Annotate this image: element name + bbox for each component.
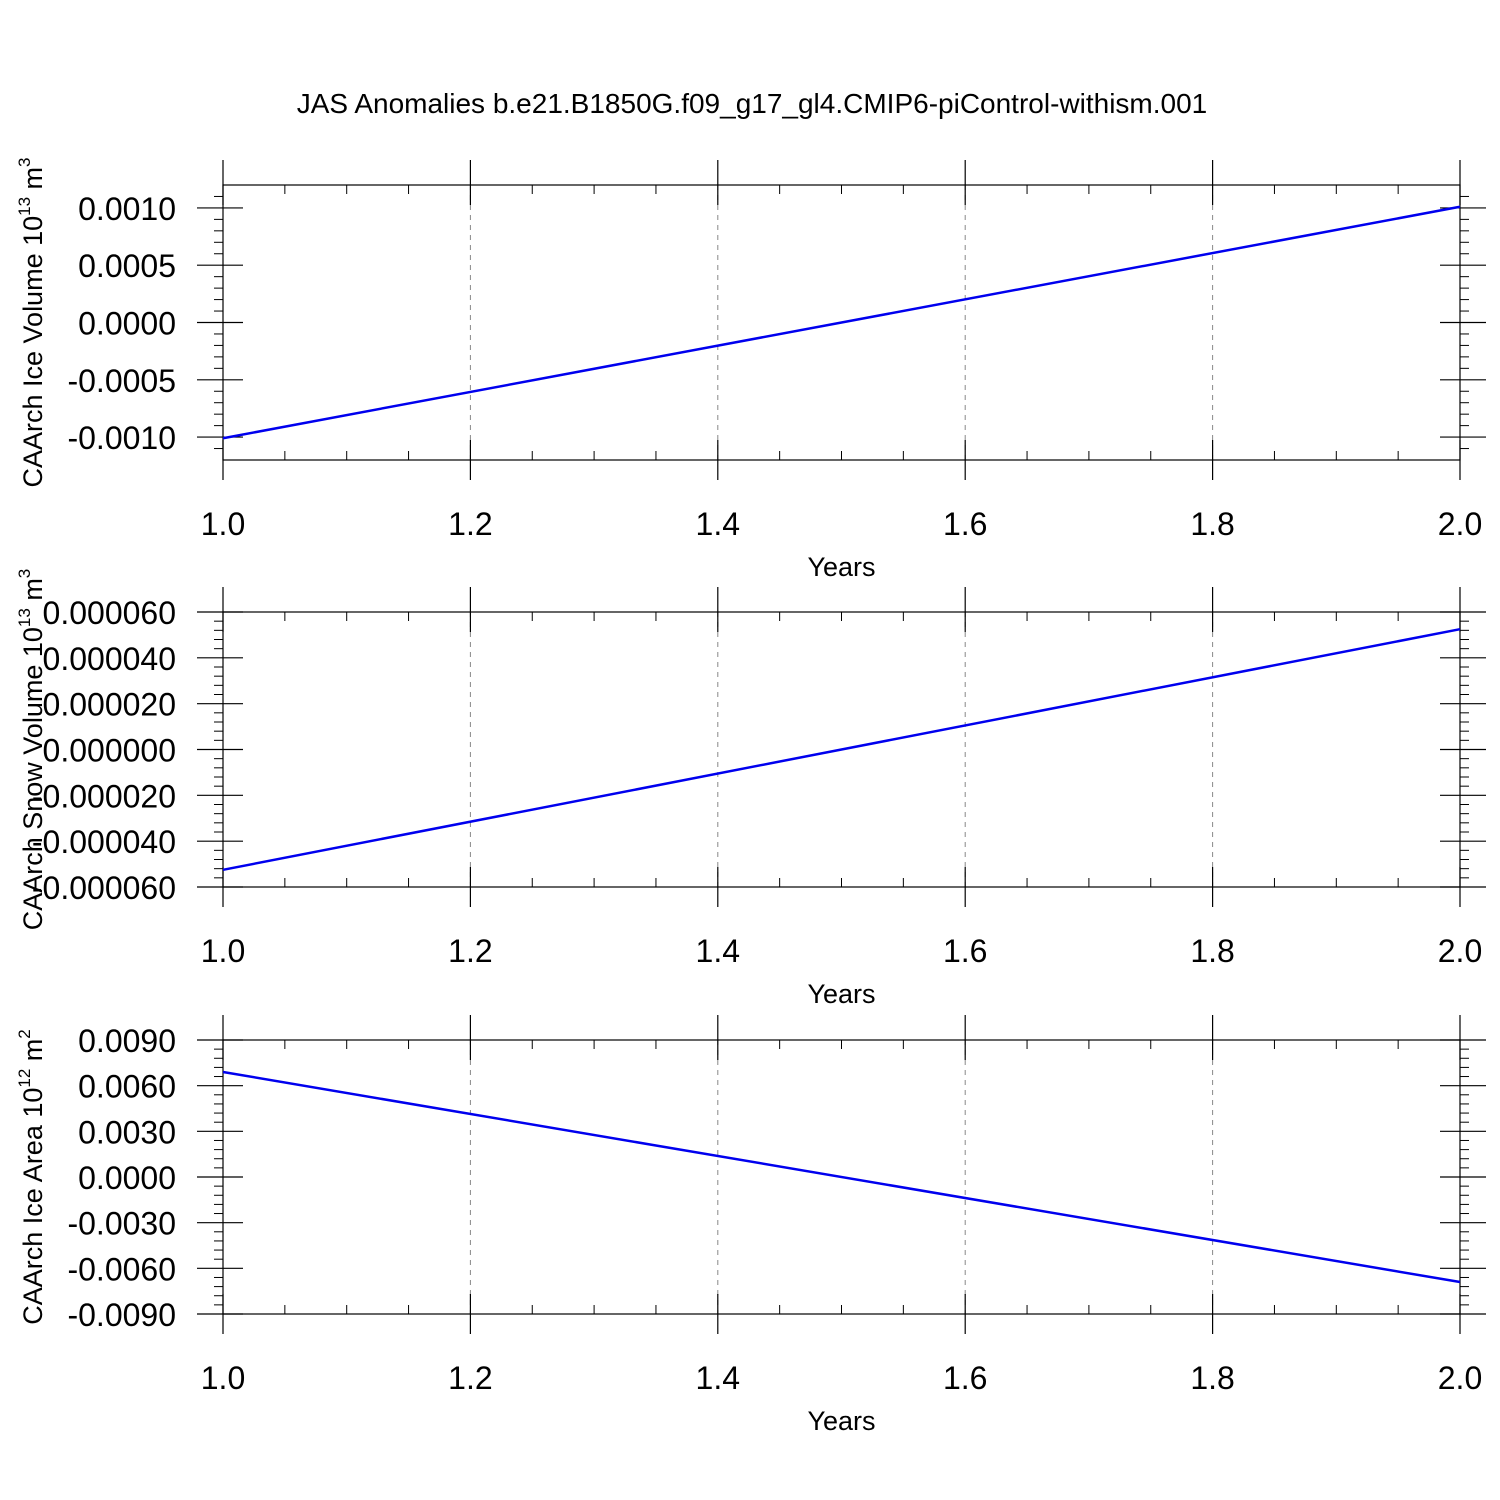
y-tick-label: 0.0000: [78, 1160, 176, 1196]
y-tick-label: 0.000020: [43, 687, 176, 723]
y-tick-label: 0.000040: [43, 641, 176, 677]
series-line: [222, 627, 1461, 872]
y-tick-label: 0.0060: [78, 1069, 176, 1105]
chart-title: JAS Anomalies b.e21.B1850G.f09_g17_gl4.C…: [297, 88, 1208, 119]
x-tick-label: 1.2: [448, 933, 492, 969]
x-tick-label: 1.2: [448, 1360, 492, 1396]
series-line: [222, 205, 1461, 440]
y-tick-label: 0.000060: [43, 595, 176, 631]
y-tick-label: 0.0010: [78, 191, 176, 227]
x-tick-label: 1.0: [201, 1360, 245, 1396]
x-tick-label: 1.0: [201, 933, 245, 969]
x-tick-label: 1.6: [943, 1360, 987, 1396]
x-tick-label: 1.8: [1190, 933, 1234, 969]
x-axis-label: Years: [807, 1406, 875, 1436]
panel-ice-area: 1.0 1.2 1.4 1.6 1.8 2.0 Years -0.0090 -0.0060 -0.…: [15, 1015, 1486, 1436]
y-tick-label: 0.0030: [78, 1114, 176, 1150]
x-tick-label: 1.6: [943, 506, 987, 542]
x-tick-label: 1.2: [448, 506, 492, 542]
y-tick-label: 0.0090: [78, 1023, 176, 1059]
y-tick-label: -0.000020: [32, 778, 176, 814]
panel-snow-volume: 1.0 1.2 1.4 1.6 1.8 2.0 Years -0.000060 -0.00004…: [15, 569, 1486, 1009]
y-axis-label: CAArch Ice Area 1012 m2: [15, 1029, 48, 1325]
y-tick-label: -0.000040: [32, 824, 176, 860]
series-line: [222, 1070, 1461, 1284]
x-tick-label: 2.0: [1438, 933, 1482, 969]
x-tick-label: 1.4: [696, 933, 740, 969]
x-tick-label: 1.4: [696, 1360, 740, 1396]
x-tick-label: 1.8: [1190, 506, 1234, 542]
y-axis-label: CAArch Snow Volume 1013 m3: [15, 569, 48, 931]
x-tick-label: 1.6: [943, 933, 987, 969]
y-tick-label: 0.0000: [78, 306, 176, 342]
y-tick-label: 0.000000: [43, 733, 176, 769]
panel-ice-volume: 1.0 1.2 1.4 1.6 1.8 2.0 Years -0.0010 -0.0005 0.0…: [15, 157, 1486, 582]
y-tick-label: -0.0060: [67, 1251, 176, 1287]
x-tick-label: 1.4: [696, 506, 740, 542]
x-tick-label: 1.8: [1190, 1360, 1234, 1396]
y-tick-label: -0.0010: [67, 420, 176, 456]
y-axis-label: CAArch Ice Volume 1013 m3: [15, 157, 48, 487]
y-tick-label: 0.0005: [78, 248, 176, 284]
x-tick-label: 2.0: [1438, 1360, 1482, 1396]
y-tick-label: -0.0090: [67, 1297, 176, 1333]
x-axis-label: Years: [807, 552, 875, 582]
x-axis-label: Years: [807, 979, 875, 1009]
y-tick-label: -0.0030: [67, 1206, 176, 1242]
y-tick-label: -0.0005: [67, 363, 176, 399]
x-tick-label: 1.0: [201, 506, 245, 542]
y-tick-label: -0.000060: [32, 870, 176, 906]
x-tick-label: 2.0: [1438, 506, 1482, 542]
